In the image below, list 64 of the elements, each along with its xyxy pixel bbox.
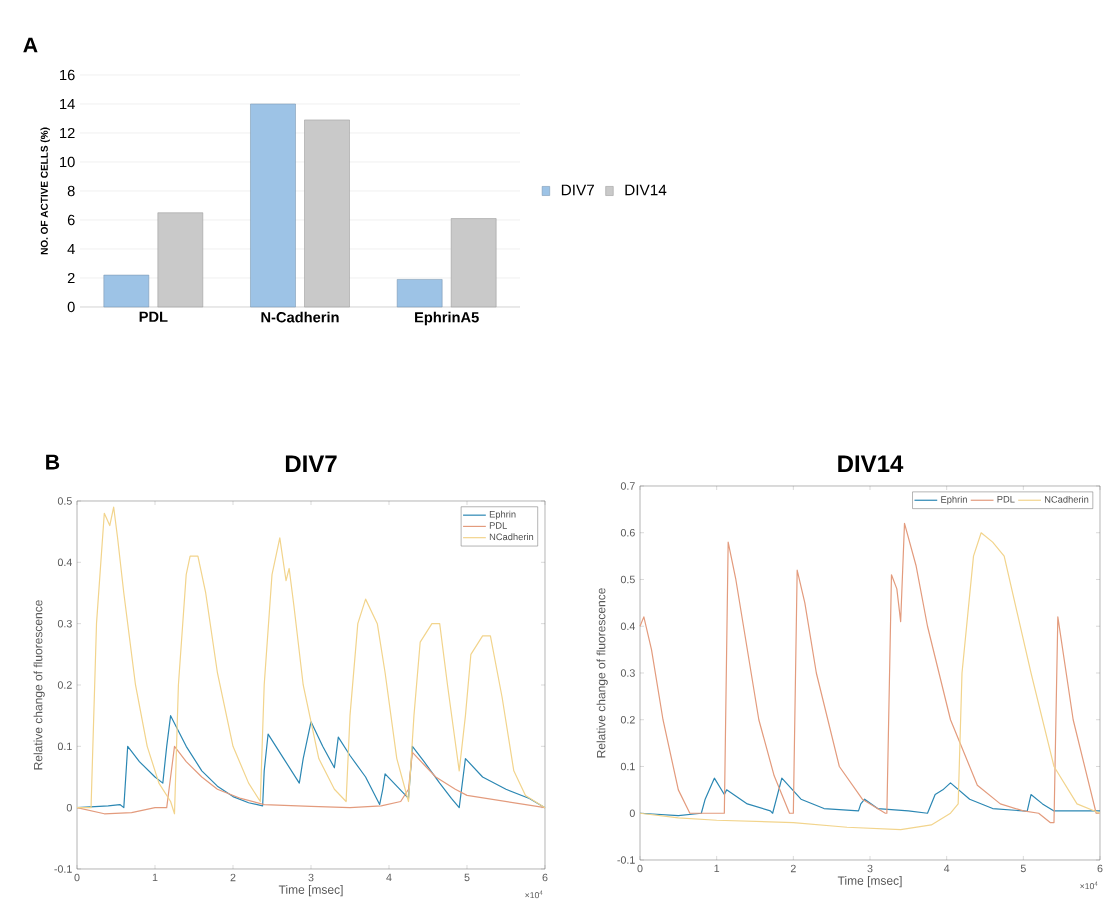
y-tick-label: 8 [67, 185, 75, 197]
text: A [23, 37, 38, 53]
text: ×10$^{4}$ [525, 890, 543, 899]
y-tick-label: 0.2 [620, 715, 635, 724]
x-tick-label: 4 [386, 873, 392, 882]
y-tick-label: -0.1 [617, 856, 635, 864]
legend-label: PDL [997, 496, 1015, 503]
y-tick-label: 0.1 [57, 742, 72, 751]
line-series [76, 506, 546, 815]
chart-title: DIV14 [838, 455, 904, 472]
x-tick-label: 2 [790, 864, 796, 873]
y-tick-label: 0 [66, 803, 72, 812]
x-tick-label: N-Cadherin [261, 311, 339, 323]
y-tick-label: -0.1 [54, 865, 72, 873]
legend-label: NCadherin [489, 533, 534, 541]
bar [250, 103, 296, 308]
y-tick-label: 0.4 [57, 558, 72, 567]
y-tick-label: 0.2 [57, 681, 72, 689]
y-tick-label: 2 [67, 272, 75, 284]
x-tick-label: 6 [1097, 864, 1103, 873]
x-axis-title: Time [msec] [278, 885, 343, 897]
y-tick-label: 12 [60, 127, 75, 139]
y-tick-label: 10 [60, 156, 75, 168]
x-tick-label: 4 [943, 864, 950, 873]
bar [396, 279, 443, 308]
y-tick-label: 0.3 [620, 669, 635, 677]
y-tick-label: 6 [67, 214, 75, 226]
y-axis-title: NO. OF ACTIVE CELLS (%) [40, 127, 50, 255]
y-tick-label: 0.6 [620, 528, 635, 537]
x-tick-label: 5 [1020, 864, 1026, 873]
x-tick-label: EphrinA5 [415, 311, 479, 326]
y-tick-label: 14 [60, 98, 75, 110]
y-axis-title: Relative change of fluorescence [596, 588, 608, 758]
y-tick-label: 0.7 [620, 482, 635, 490]
x-axis-title: Time [msec] [837, 876, 902, 888]
y-axis-title: Relative change of fluorescence [33, 600, 45, 770]
y-tick-label: 4 [67, 243, 75, 255]
y-tick-label: 0.5 [57, 497, 72, 505]
y-tick-label: 16 [60, 69, 75, 81]
y-tick-label: 0.4 [620, 622, 635, 631]
legend-label: Ephrin [489, 510, 516, 520]
legend-label: NCadherin [1044, 495, 1089, 503]
legend-label: DIV7 [561, 184, 594, 196]
chart-title: DIV7 [285, 455, 337, 472]
legend-label: Ephrin [941, 495, 967, 505]
y-tick-label: 0 [67, 301, 75, 313]
text: ×10$^{4}$ [1080, 881, 1098, 890]
y-tick-label: 0.3 [57, 619, 72, 628]
x-tick-label: PDL [139, 311, 168, 322]
x-tick-label: 3 [308, 873, 314, 882]
x-tick-label: 1 [152, 873, 158, 882]
x-tick-label: 6 [542, 873, 548, 882]
x-tick-label: 3 [867, 864, 873, 873]
x-tick-label: 1 [714, 864, 720, 873]
y-tick-label: 0.5 [620, 575, 635, 584]
text: B [46, 454, 60, 470]
y-tick-label: 0 [629, 809, 635, 818]
x-tick-label: 2 [230, 873, 236, 882]
legend-label: DIV14 [625, 184, 667, 196]
y-tick-label: 0.1 [620, 762, 635, 771]
x-tick-label: 0 [637, 864, 643, 873]
x-tick-label: 5 [464, 873, 470, 882]
bar [103, 274, 150, 308]
legend-label: PDL [489, 522, 507, 529]
